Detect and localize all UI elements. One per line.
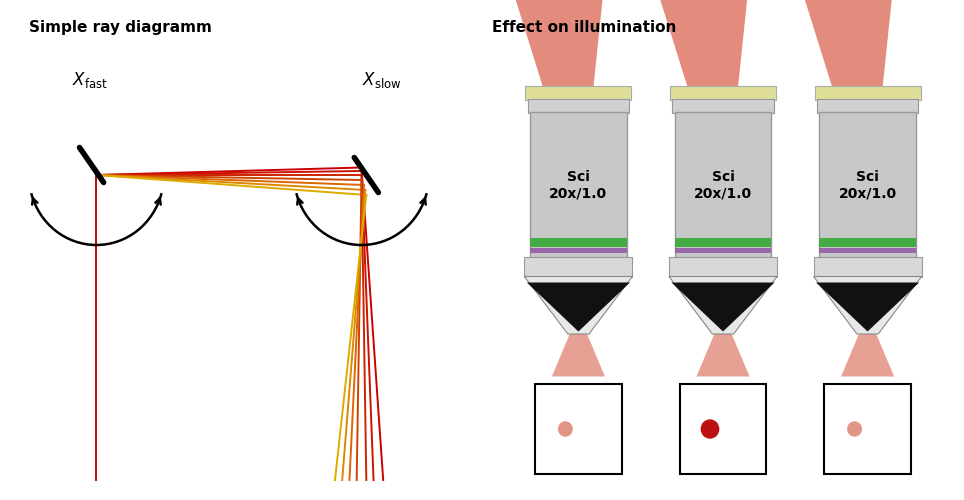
Bar xyxy=(524,256,632,276)
Bar xyxy=(814,256,922,276)
Circle shape xyxy=(558,422,573,436)
Polygon shape xyxy=(660,0,747,92)
Polygon shape xyxy=(814,276,922,334)
Bar xyxy=(530,248,627,253)
Bar xyxy=(815,86,921,100)
Bar xyxy=(535,384,622,474)
Bar xyxy=(673,99,773,112)
Polygon shape xyxy=(671,282,775,332)
Polygon shape xyxy=(524,276,632,334)
Bar xyxy=(819,238,916,246)
Bar xyxy=(817,99,918,112)
Polygon shape xyxy=(516,0,602,92)
Bar xyxy=(680,384,766,474)
Polygon shape xyxy=(841,334,895,376)
Polygon shape xyxy=(696,334,750,376)
Polygon shape xyxy=(805,0,892,92)
Bar xyxy=(669,256,777,276)
Bar xyxy=(528,99,629,112)
Circle shape xyxy=(848,422,862,436)
Bar xyxy=(530,112,627,258)
Bar xyxy=(525,86,631,100)
Bar xyxy=(670,86,776,100)
Text: $X_{\mathregular{slow}}$: $X_{\mathregular{slow}}$ xyxy=(362,70,401,90)
Bar xyxy=(819,112,916,258)
Polygon shape xyxy=(816,282,920,332)
Bar xyxy=(824,384,911,474)
Bar xyxy=(819,248,916,253)
Bar xyxy=(675,238,771,246)
Polygon shape xyxy=(526,282,630,332)
Text: Sci
20x/1.0: Sci 20x/1.0 xyxy=(549,170,607,200)
Text: Sci
20x/1.0: Sci 20x/1.0 xyxy=(694,170,752,200)
Text: Effect on illumination: Effect on illumination xyxy=(492,20,676,35)
Text: Simple ray diagramm: Simple ray diagramm xyxy=(29,20,212,35)
Polygon shape xyxy=(669,276,777,334)
Bar xyxy=(675,112,771,258)
Bar xyxy=(530,238,627,246)
Polygon shape xyxy=(551,334,605,376)
Circle shape xyxy=(702,420,719,438)
Bar xyxy=(675,248,771,253)
Text: $X_{\mathregular{fast}}$: $X_{\mathregular{fast}}$ xyxy=(72,70,108,90)
Text: Sci
20x/1.0: Sci 20x/1.0 xyxy=(839,170,897,200)
